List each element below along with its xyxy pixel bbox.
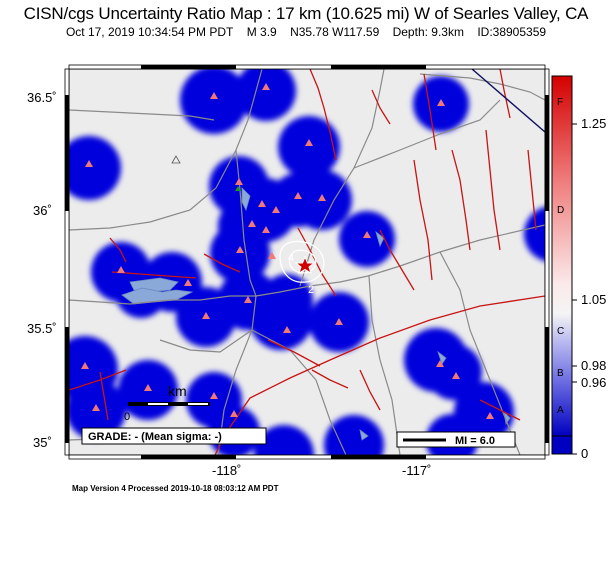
- faults: [69, 69, 545, 455]
- colorbar-tick: 0.96: [581, 375, 607, 390]
- roads: [69, 69, 545, 455]
- lat-label: 35.5˚: [27, 321, 57, 336]
- water-bodies: [121, 187, 511, 441]
- lat-label: 35˚: [33, 435, 52, 450]
- epicenter-star: [294, 255, 316, 275]
- scale-bar-zero: 0: [124, 411, 130, 423]
- event-id: ID:38905359: [477, 25, 547, 39]
- colorbar-tick: 1.05: [581, 292, 607, 307]
- mi-legend: MI = 6.0: [396, 431, 516, 448]
- event-info: Oct 17, 2019 10:34:54 PM PDT M 3.9 N35.7…: [0, 25, 612, 39]
- grade-box: GRADE: - (Mean sigma: -): [81, 427, 267, 445]
- colorbar-tick: 1.25: [581, 116, 607, 131]
- event-datetime: Oct 17, 2019 10:34:54 PM PDT: [65, 25, 234, 39]
- grade-letter: F: [557, 97, 564, 108]
- scale-bar-title: km: [168, 383, 187, 399]
- grade-letter: B: [557, 368, 564, 379]
- grade-label: GRADE: - (Mean sigma: -): [88, 431, 222, 443]
- seismic-stations: [81, 83, 494, 419]
- uncertainty-contours: [279, 240, 325, 283]
- lat-label: 36.5˚: [27, 90, 57, 105]
- grade-letter: A: [557, 405, 564, 416]
- event-depth: Depth: 9.3km: [392, 25, 464, 39]
- colorbar-tick: 0.98: [581, 358, 607, 373]
- event-location: N35.78 W117.59: [290, 25, 380, 39]
- map-title: CISN/cgs Uncertainty Ratio Map : 17 km (…: [23, 4, 589, 23]
- contour-label: 2: [308, 284, 314, 296]
- colorbar: [551, 75, 577, 455]
- lon-label: -118˚: [212, 463, 242, 478]
- station-open: [171, 155, 181, 164]
- state-boundary: [471, 69, 545, 133]
- lon-label: -117˚: [402, 463, 432, 478]
- map-footer: Map Version 4 Processed 2019-10-18 08:03…: [72, 484, 279, 493]
- lat-label: 36˚: [33, 203, 52, 218]
- event-magnitude: M 3.9: [246, 25, 277, 39]
- station-coverage: [69, 69, 545, 455]
- station-green: [235, 186, 241, 191]
- map-frame: [64, 64, 550, 460]
- scale-bar: km 0: [124, 383, 210, 423]
- contour-label: 4: [288, 252, 294, 264]
- mi-label: MI = 6.0: [455, 435, 495, 447]
- colorbar-tick: 0: [581, 446, 589, 461]
- grade-letter: C: [557, 326, 565, 337]
- grade-letter: D: [557, 205, 565, 216]
